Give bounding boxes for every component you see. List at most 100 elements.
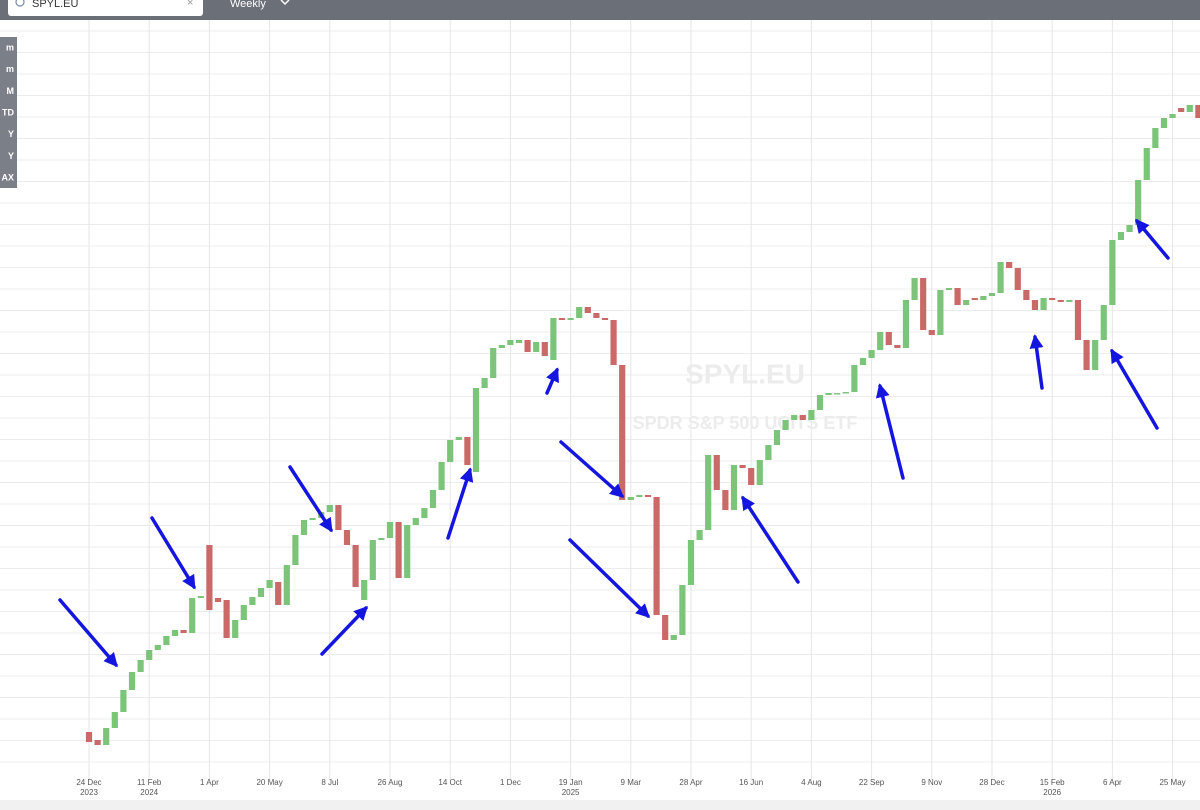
range-button[interactable]: Y xyxy=(8,129,14,139)
candle xyxy=(137,660,144,672)
candle xyxy=(1143,148,1150,180)
candle xyxy=(816,395,824,410)
candle xyxy=(902,300,910,348)
watermark: SPYL.EU SPDR S&P 500 UCITS ETF xyxy=(633,358,858,432)
candle xyxy=(1074,300,1082,340)
x-tick-label: 1 Apr xyxy=(200,778,219,787)
x-tick-label: 25 May xyxy=(1159,778,1185,787)
toolbar xyxy=(0,0,1200,20)
candle xyxy=(1169,114,1176,118)
candle xyxy=(447,440,454,462)
candle xyxy=(507,340,514,345)
candle xyxy=(911,278,918,300)
candle xyxy=(1031,300,1039,310)
x-tick-year: 2025 xyxy=(562,788,580,797)
candle xyxy=(343,530,351,545)
candle xyxy=(464,437,471,465)
candle xyxy=(851,365,858,392)
x-tick-label: 11 Feb xyxy=(137,778,162,787)
range-button[interactable]: m xyxy=(6,42,14,52)
arrow xyxy=(875,383,905,480)
arrow xyxy=(559,440,625,498)
range-button[interactable]: Y xyxy=(8,151,14,161)
candle xyxy=(842,392,849,394)
interval-caret xyxy=(280,0,290,6)
candle xyxy=(1057,300,1064,302)
arrow xyxy=(568,538,651,618)
bottom-strip xyxy=(0,800,1200,810)
range-button[interactable]: M xyxy=(7,86,15,96)
candle xyxy=(146,650,153,660)
candle xyxy=(971,298,978,300)
x-tick-label: 22 Sep xyxy=(859,778,885,787)
candle xyxy=(249,597,256,605)
candle xyxy=(490,348,497,378)
candle xyxy=(894,345,901,348)
candle xyxy=(541,342,548,356)
candle xyxy=(171,630,179,636)
candle xyxy=(945,288,953,290)
candle xyxy=(868,350,875,358)
candle xyxy=(988,293,996,296)
range-button[interactable]: TD xyxy=(2,107,14,117)
search-text[interactable]: SPYL.EU xyxy=(32,0,79,10)
grid xyxy=(0,20,1200,780)
candle xyxy=(1152,128,1159,148)
candle xyxy=(1049,298,1056,300)
candle xyxy=(404,525,411,578)
range-button[interactable]: AX xyxy=(1,173,14,183)
arrow xyxy=(1029,334,1044,390)
candle xyxy=(1186,105,1193,112)
candle xyxy=(825,393,832,395)
search-icon xyxy=(15,0,25,7)
candle xyxy=(928,330,935,335)
candle xyxy=(619,365,626,500)
candle xyxy=(154,645,161,650)
x-tick-label: 16 Jun xyxy=(739,778,763,787)
arrow xyxy=(320,605,368,656)
clear-icon[interactable]: × xyxy=(187,0,193,9)
candle xyxy=(980,296,987,300)
arrow xyxy=(741,495,800,584)
arrow xyxy=(150,516,196,590)
candle xyxy=(378,538,385,540)
x-tick-year: 2024 xyxy=(140,788,158,797)
interval-select[interactable]: Weekly xyxy=(230,0,266,10)
candle xyxy=(963,300,970,305)
candle xyxy=(197,596,204,598)
x-tick-year: 2026 xyxy=(1043,788,1061,797)
candle xyxy=(593,313,600,318)
candle xyxy=(533,342,540,352)
candle xyxy=(644,495,652,497)
arrow xyxy=(545,367,559,395)
candle xyxy=(94,740,101,745)
candle xyxy=(214,598,222,602)
candle xyxy=(653,497,660,615)
candle xyxy=(369,540,376,580)
candle xyxy=(189,598,196,633)
candle xyxy=(421,508,428,518)
candle xyxy=(120,690,127,712)
candle xyxy=(103,728,110,745)
candle xyxy=(1006,262,1013,268)
range-panel xyxy=(0,37,17,188)
x-tick-label: 9 Mar xyxy=(621,778,642,787)
x-tick-label: 4 Aug xyxy=(801,778,821,787)
candle xyxy=(670,635,677,640)
x-tick-label: 6 Apr xyxy=(1103,778,1122,787)
candle xyxy=(85,732,93,742)
x-tick-label: 15 Feb xyxy=(1040,778,1065,787)
candle xyxy=(558,318,566,320)
range-button[interactable]: m xyxy=(6,64,14,74)
candle xyxy=(808,410,815,420)
candle xyxy=(791,415,798,420)
candle xyxy=(472,388,480,472)
candle xyxy=(1066,300,1073,302)
candle xyxy=(636,495,643,497)
candle xyxy=(128,672,136,690)
search-box[interactable] xyxy=(8,0,203,16)
arrow xyxy=(1110,348,1159,430)
candle xyxy=(352,545,359,587)
candle xyxy=(859,358,867,365)
